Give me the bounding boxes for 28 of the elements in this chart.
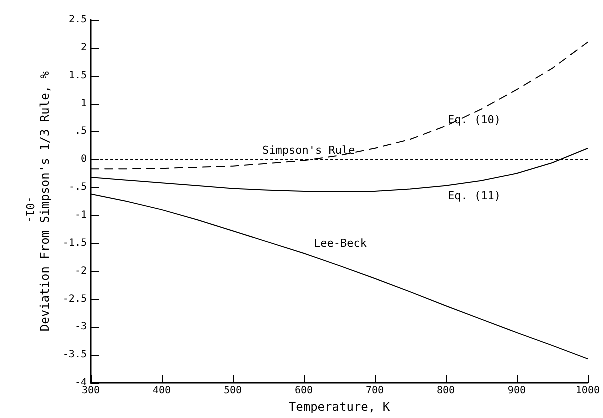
y-tick-label: -2.5 bbox=[62, 294, 87, 305]
y-tick-label: -2 bbox=[74, 266, 87, 277]
x-tick-label: 700 bbox=[366, 386, 384, 397]
y-tick-label: 0 bbox=[80, 154, 87, 166]
y-tick-label: -1.5 bbox=[62, 238, 87, 249]
series-label: Eq. (10) bbox=[448, 114, 501, 127]
text: -01- bbox=[24, 196, 36, 224]
y-tick-label: -3.5 bbox=[62, 350, 87, 361]
x-tick-label: 1000 bbox=[576, 386, 600, 397]
y-tick-label: 1 bbox=[80, 98, 87, 110]
y-tick-label: -1 bbox=[74, 210, 87, 222]
x-tick-label: 900 bbox=[508, 386, 526, 397]
x-tick-label: 600 bbox=[294, 386, 314, 397]
series-label: Lee-Beck bbox=[314, 237, 368, 250]
x-tick-label: 800 bbox=[436, 386, 455, 397]
y-tick-label: 2.5 bbox=[68, 14, 87, 26]
y-tick-label: 1.5 bbox=[68, 70, 87, 82]
series-label: Eq. (11) bbox=[448, 189, 501, 202]
y-tick-label: .5 bbox=[74, 126, 87, 138]
y-axis-title: Deviation From Simpson's 1/3 Rule, % bbox=[38, 70, 52, 332]
series-label: Simpson's Rule bbox=[262, 144, 356, 158]
x-tick-label: 400 bbox=[152, 386, 172, 397]
x-axis-title: Temperature, K bbox=[288, 400, 391, 414]
x-tick-label: 300 bbox=[82, 386, 100, 397]
y-tick-label: -.5 bbox=[68, 182, 87, 194]
y-tick-label: -3 bbox=[74, 322, 87, 333]
x-tick-label: 500 bbox=[224, 386, 242, 397]
y-tick-label: 2 bbox=[80, 42, 87, 54]
